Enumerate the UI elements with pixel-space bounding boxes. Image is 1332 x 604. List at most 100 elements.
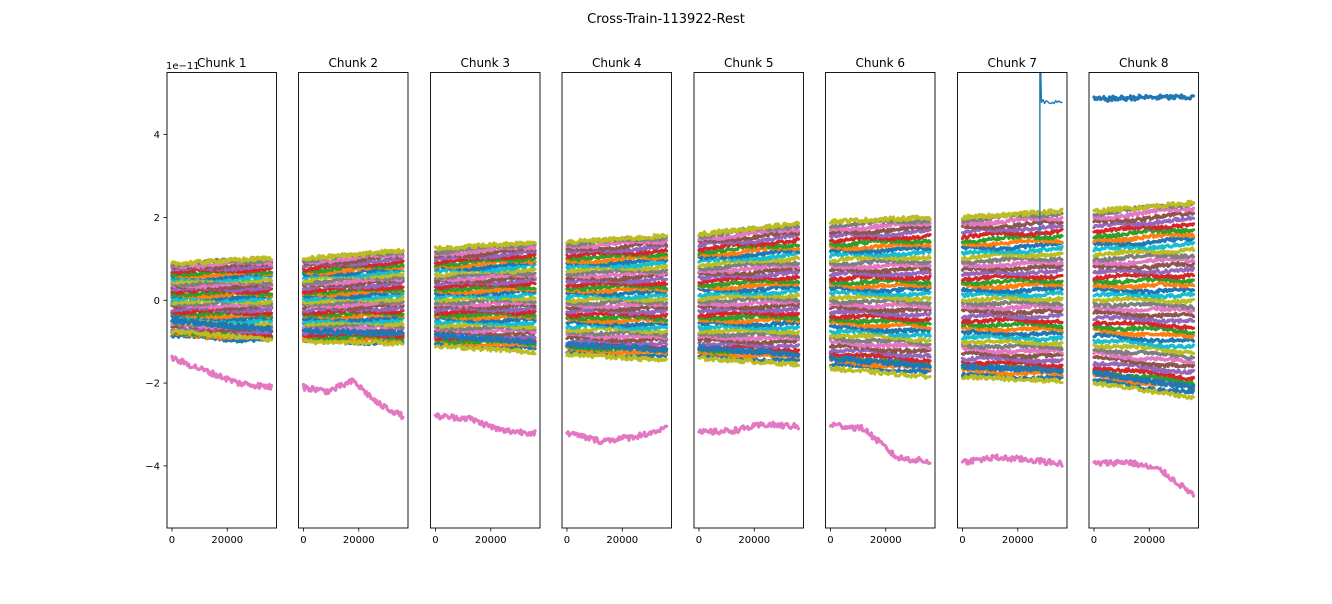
series-line bbox=[1092, 286, 1196, 295]
series-line bbox=[960, 259, 1064, 270]
series-line bbox=[1092, 349, 1196, 365]
series-line bbox=[828, 214, 932, 225]
series-line bbox=[301, 247, 405, 262]
series-line bbox=[565, 259, 669, 271]
axes-frame bbox=[693, 72, 804, 529]
series-line bbox=[301, 262, 405, 275]
axes-frame bbox=[957, 72, 1068, 529]
series-line bbox=[960, 354, 1064, 365]
series-line bbox=[434, 343, 537, 356]
series-line bbox=[828, 293, 932, 303]
series-line bbox=[828, 327, 932, 339]
series-line bbox=[697, 227, 801, 242]
series-group bbox=[301, 247, 405, 421]
series-line bbox=[1092, 380, 1195, 401]
series-line bbox=[697, 265, 801, 277]
series-line bbox=[960, 328, 1064, 338]
series-line bbox=[433, 294, 537, 304]
series-line bbox=[1092, 324, 1196, 336]
chunk-panel: Chunk 5 0 20000 bbox=[693, 56, 804, 546]
series-line bbox=[1092, 281, 1196, 290]
series-line bbox=[1092, 206, 1196, 221]
series-line bbox=[697, 333, 801, 342]
series-group bbox=[960, 72, 1064, 468]
series-line bbox=[960, 333, 1064, 343]
x-tick-label: 0 bbox=[564, 535, 570, 546]
chunk-panel: Chunk 3 0 20000 bbox=[430, 56, 541, 546]
series-line bbox=[697, 336, 801, 346]
series-line bbox=[565, 282, 669, 292]
series-line bbox=[828, 332, 932, 344]
series-line bbox=[1092, 337, 1196, 350]
series-line bbox=[960, 237, 1064, 248]
y-tick-label: −2 bbox=[145, 379, 160, 390]
series-line bbox=[1092, 295, 1196, 305]
series-line bbox=[828, 277, 932, 286]
series-line bbox=[433, 267, 537, 279]
subplot-title: Chunk 5 bbox=[724, 56, 774, 70]
subplot-title: Chunk 2 bbox=[328, 56, 378, 70]
series-line bbox=[960, 244, 1064, 256]
chunk-panel: Chunk 8 0 20000 bbox=[1088, 56, 1199, 546]
series-line bbox=[960, 311, 1064, 321]
series-line bbox=[697, 220, 801, 238]
series-group bbox=[1092, 93, 1196, 498]
series-line bbox=[1092, 271, 1196, 281]
subplot-title: Chunk 6 bbox=[855, 56, 905, 70]
series-line bbox=[1092, 199, 1196, 215]
series-line bbox=[960, 342, 1064, 351]
series-line bbox=[828, 308, 932, 319]
series-line bbox=[433, 269, 537, 281]
series-line bbox=[960, 307, 1064, 316]
series-line bbox=[433, 247, 537, 262]
series-line bbox=[960, 316, 1064, 325]
x-tick-label: 20000 bbox=[211, 535, 243, 546]
subplot-title: Chunk 4 bbox=[592, 56, 642, 70]
series-group bbox=[565, 232, 669, 446]
axes-frame bbox=[825, 72, 936, 529]
series-line bbox=[828, 269, 932, 278]
series-line bbox=[170, 315, 274, 325]
series-line bbox=[697, 247, 801, 261]
axes-frame bbox=[298, 72, 409, 529]
series-line bbox=[828, 361, 932, 375]
series-line bbox=[828, 300, 932, 310]
series-line bbox=[433, 331, 537, 346]
series-line bbox=[1092, 227, 1196, 240]
series-line bbox=[961, 373, 1064, 385]
series-line bbox=[1092, 276, 1196, 286]
series-line bbox=[960, 337, 1064, 348]
chunk-panel: Chunk 4 0 20000 bbox=[561, 56, 672, 546]
y-tick-label: 4 bbox=[154, 130, 160, 141]
x-tick-label: 0 bbox=[300, 535, 306, 546]
series-line bbox=[960, 285, 1064, 295]
outlier-series-line bbox=[565, 424, 669, 446]
series-line bbox=[1092, 369, 1196, 391]
x-tick-label: 20000 bbox=[1002, 535, 1034, 546]
series-line bbox=[1092, 347, 1196, 361]
series-line bbox=[1092, 266, 1196, 276]
axes-frame bbox=[430, 72, 541, 529]
series-line bbox=[565, 232, 669, 246]
x-tick-label: 20000 bbox=[343, 535, 375, 546]
series-line bbox=[828, 319, 932, 330]
subplot-title: Chunk 1 bbox=[197, 56, 247, 70]
series-line bbox=[828, 281, 932, 290]
series-line bbox=[1092, 252, 1196, 263]
series-line bbox=[1092, 305, 1196, 314]
series-group bbox=[433, 240, 537, 437]
series-line bbox=[960, 233, 1064, 245]
series-line bbox=[828, 338, 932, 351]
series-line bbox=[697, 251, 801, 264]
series-line bbox=[960, 263, 1064, 273]
series-group bbox=[828, 214, 932, 465]
x-tick-label: 20000 bbox=[475, 535, 507, 546]
x-tick-label: 0 bbox=[827, 535, 833, 546]
series-line bbox=[1092, 215, 1196, 230]
series-line bbox=[697, 295, 801, 305]
series-line bbox=[960, 268, 1064, 277]
y-tick-label: 2 bbox=[154, 213, 160, 224]
x-tick-label: 0 bbox=[432, 535, 438, 546]
series-line bbox=[697, 287, 801, 298]
